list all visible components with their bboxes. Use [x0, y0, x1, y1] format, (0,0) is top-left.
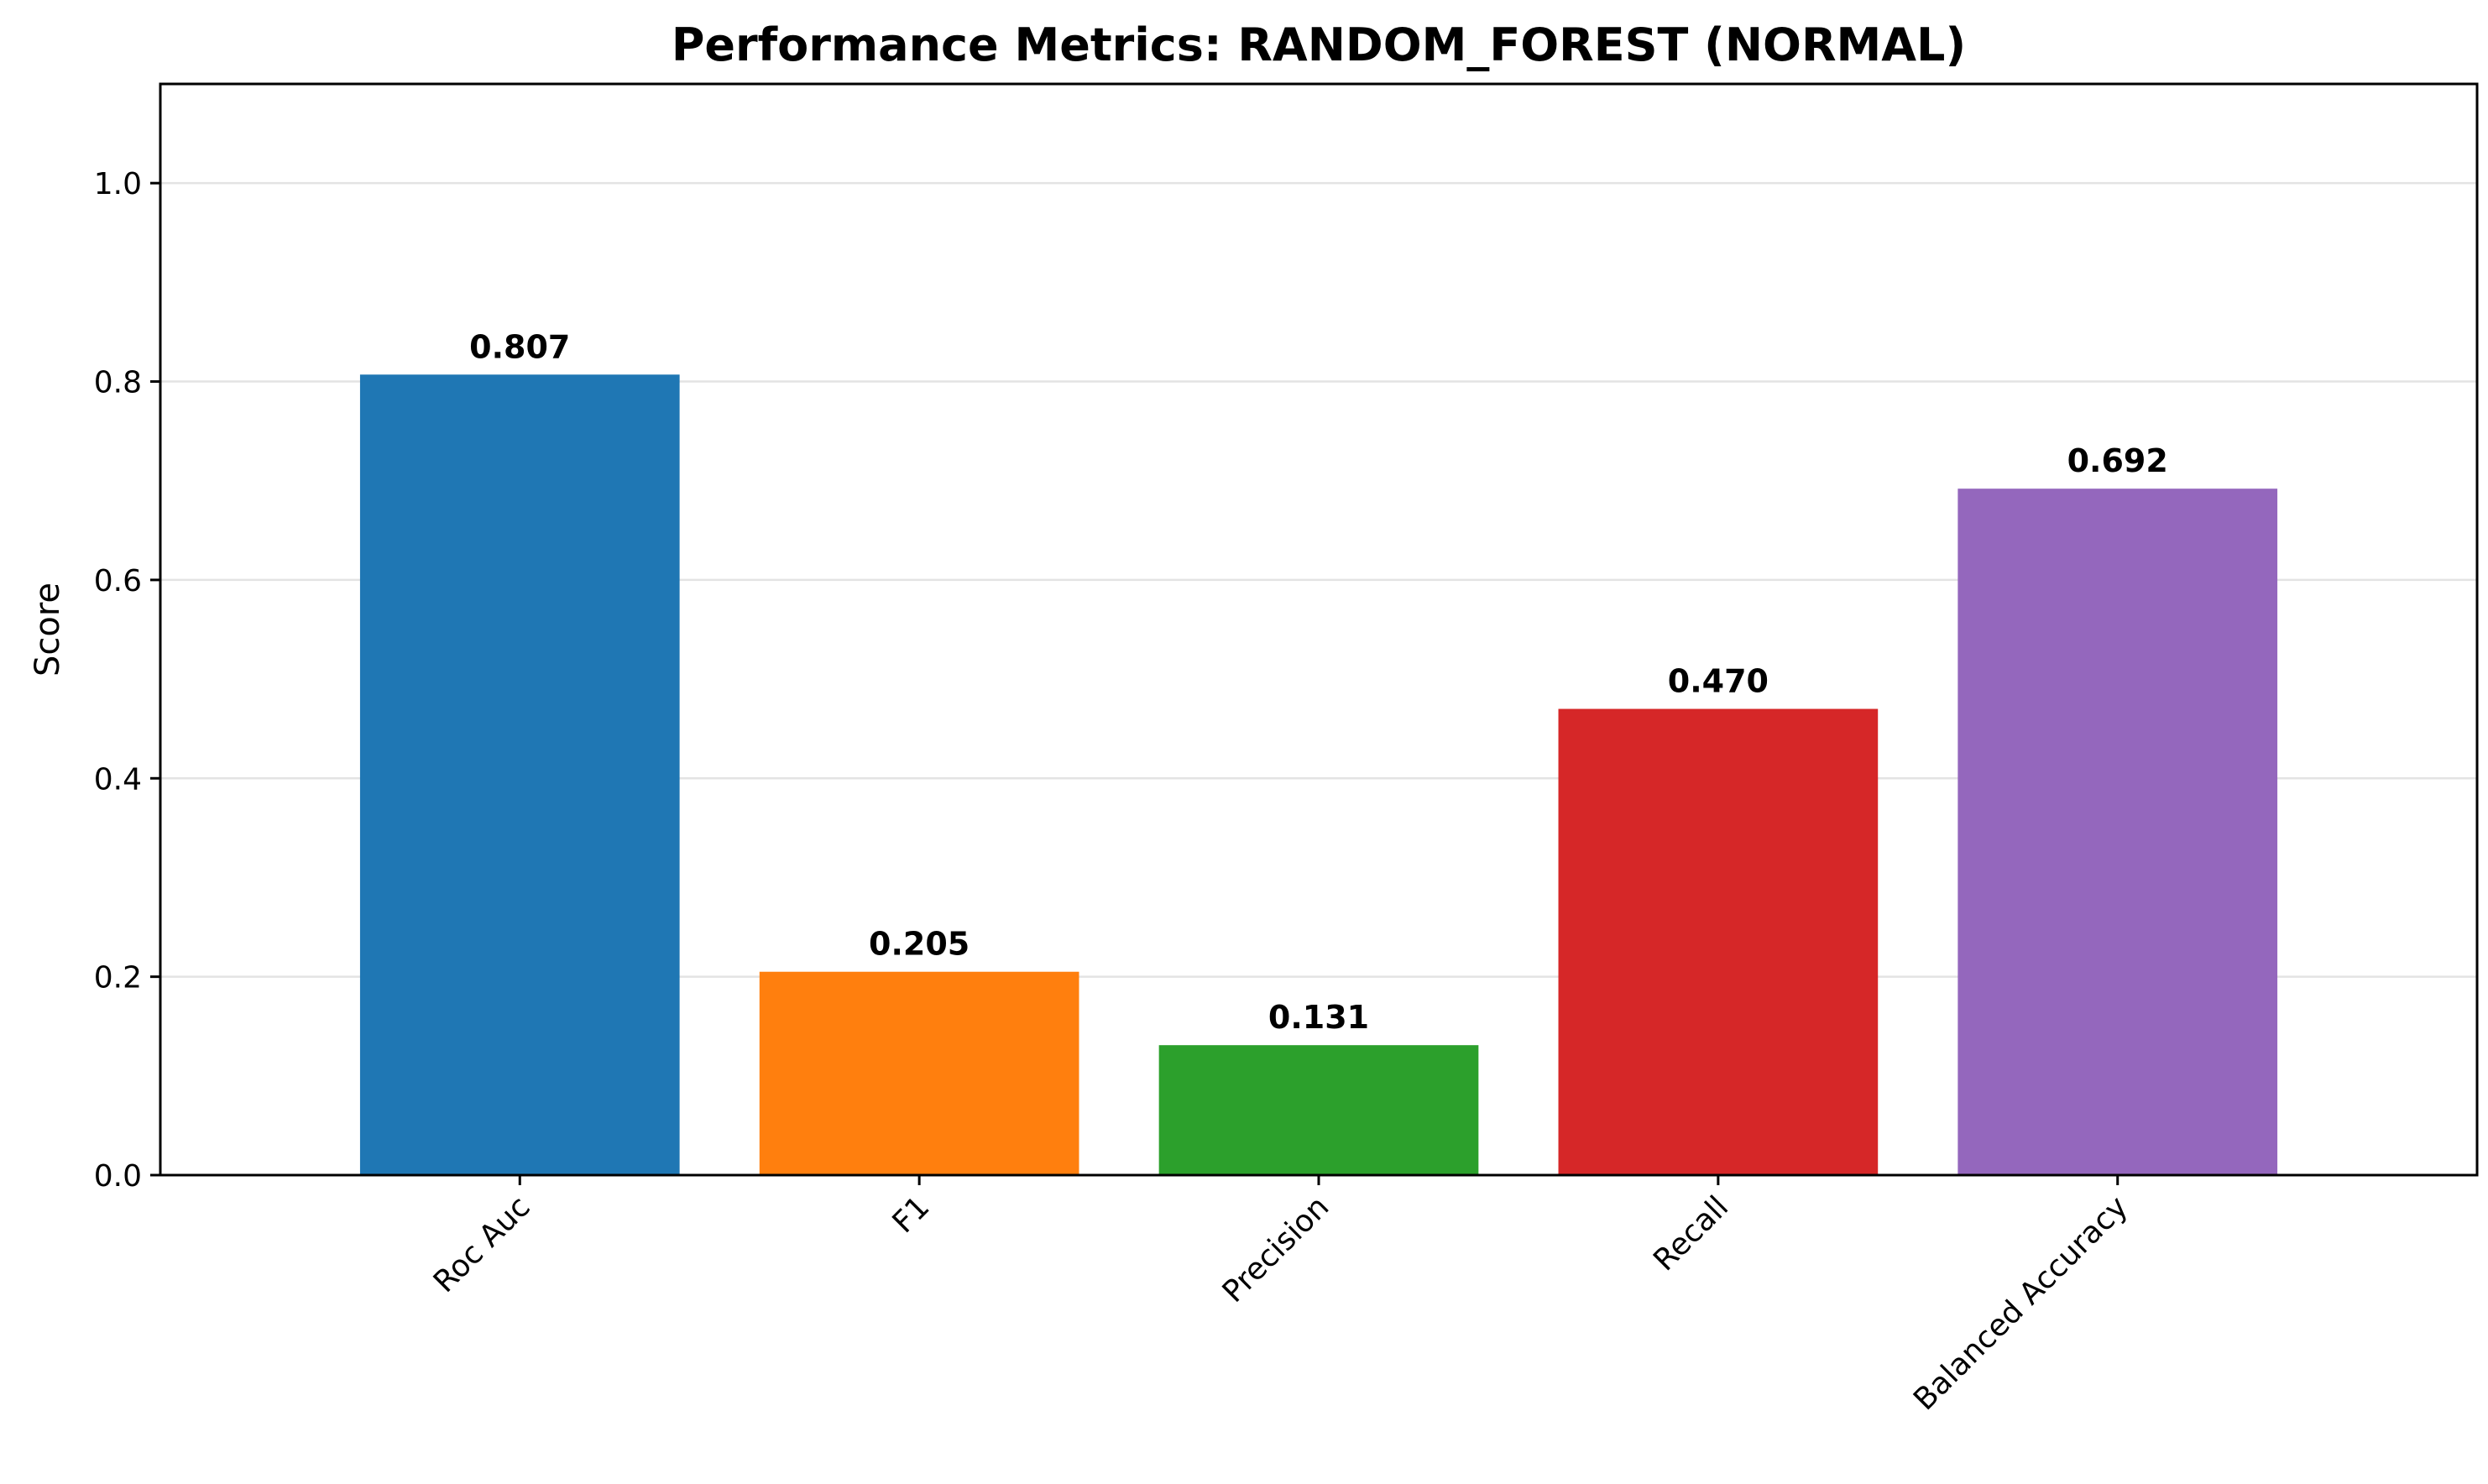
chart-title: Performance Metrics: RANDOM_FOREST (NORM… [672, 18, 1966, 71]
y-axis-label: Score [29, 583, 67, 677]
y-tick-label: 0.8 [94, 366, 142, 400]
y-tick-label: 0.6 [94, 564, 142, 598]
bar-roc-auc [359, 374, 680, 1176]
bar-balanced-accuracy [1957, 489, 2278, 1175]
bar-value-label: 0.131 [1268, 999, 1369, 1036]
bar-value-label: 0.692 [2067, 442, 2168, 479]
y-axis-ticks: 0.0 0.2 0.4 0.6 0.8 1.0 [94, 167, 160, 1194]
y-tick-label: 0.2 [94, 961, 142, 995]
bar-value-label: 0.205 [869, 926, 970, 963]
bar-precision [1158, 1045, 1479, 1175]
bar-value-labels: 0.807 0.205 0.131 0.470 0.692 [469, 328, 2168, 1036]
bar-f1 [759, 971, 1079, 1175]
bar-recall [1558, 708, 1879, 1175]
bars [359, 374, 2278, 1176]
y-tick-label: 1.0 [94, 167, 142, 201]
bar-value-label: 0.807 [469, 328, 570, 365]
y-tick-label: 0.0 [94, 1159, 142, 1194]
y-tick-label: 0.4 [94, 762, 142, 797]
bar-value-label: 0.470 [1668, 663, 1769, 700]
